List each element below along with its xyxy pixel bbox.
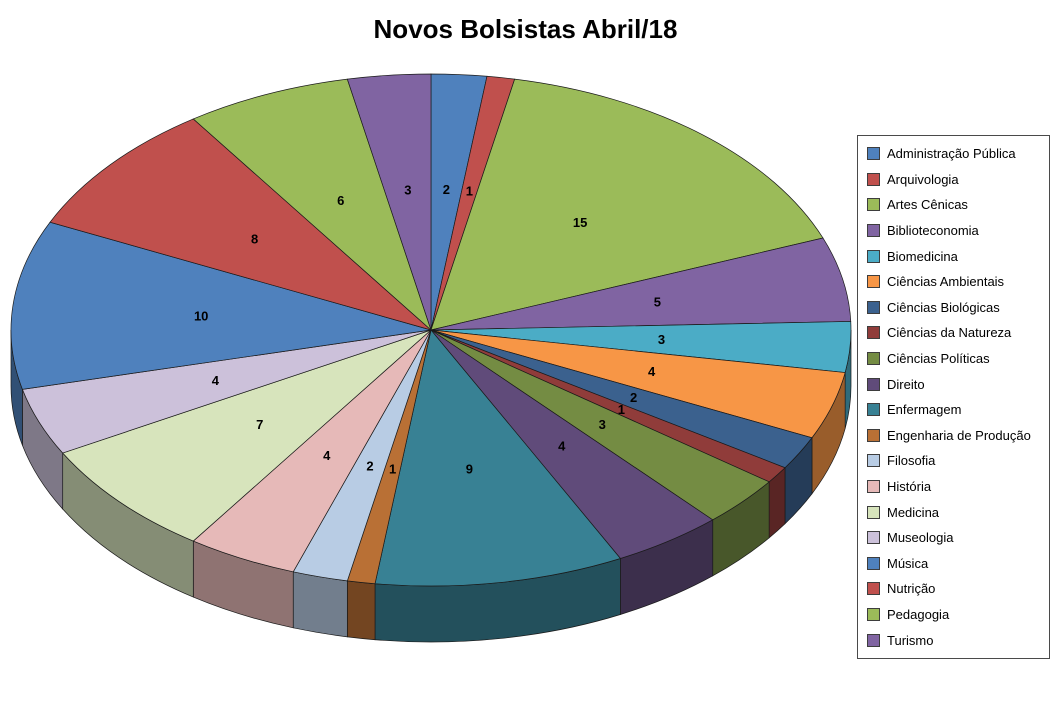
- legend-item: Ciências Ambientais: [867, 269, 1049, 295]
- legend-item: Filosofia: [867, 448, 1049, 474]
- legend-swatch: [867, 377, 880, 391]
- legend-item: Ciências Biológicas: [867, 295, 1049, 321]
- pie-slice: [374, 329, 622, 587]
- slice-value-label: 2: [366, 458, 373, 473]
- legend-swatch: [867, 403, 880, 417]
- legend-swatch: [867, 275, 880, 289]
- chart-title: Novos Bolsistas Abril/18: [373, 14, 678, 44]
- slice-value-label: 6: [337, 193, 344, 208]
- legend-label: Direito: [887, 376, 925, 392]
- legend-swatch: [867, 300, 880, 314]
- legend-item: Direito: [867, 371, 1049, 397]
- legend-label: Ciências Biológicas: [887, 299, 1000, 315]
- legend-item: Biblioteconomia: [867, 218, 1049, 244]
- legend-swatch: [867, 582, 880, 596]
- slice-value-label: 15: [573, 215, 587, 230]
- slice-value-label: 2: [630, 390, 637, 405]
- legend-label: Pedagogia: [887, 606, 950, 622]
- pie-slice: [346, 73, 432, 331]
- legend-swatch: [867, 454, 880, 468]
- legend-label: Nutrição: [887, 581, 936, 597]
- slice-value-label: 1: [466, 184, 473, 199]
- legend-label: Turismo: [887, 632, 934, 648]
- slice-value-label: 1: [618, 402, 625, 417]
- legend-label: Ciências da Natureza: [887, 325, 1012, 341]
- slice-value-label: 4: [648, 364, 656, 379]
- legend: Administração Pública Arquivologia Artes C…: [857, 135, 1050, 659]
- slice-value-label: 3: [658, 332, 665, 347]
- legend-swatch: [867, 480, 880, 494]
- legend-swatch: [867, 326, 880, 340]
- slice-value-label: 4: [558, 439, 566, 454]
- legend-label: Artes Cênicas: [887, 197, 968, 213]
- legend-label: Ciências Políticas: [887, 351, 990, 367]
- legend-item: Música: [867, 551, 1049, 577]
- legend-item: Arquivologia: [867, 167, 1049, 193]
- legend-swatch: [867, 428, 880, 442]
- slice-value-label: 3: [599, 417, 606, 432]
- legend-item: Nutrição: [867, 576, 1049, 602]
- slice-value-label: 10: [194, 308, 208, 323]
- slice-value-label: 8: [251, 232, 258, 247]
- slice-value-label: 9: [466, 461, 473, 476]
- legend-swatch: [867, 505, 880, 519]
- legend-label: Arquivologia: [887, 171, 959, 187]
- legend-swatch: [867, 249, 880, 263]
- legend-label: Filosofia: [887, 453, 936, 469]
- slice-value-label: 2: [443, 182, 450, 197]
- pie-slice: [10, 221, 432, 390]
- legend-label: Ciências Ambientais: [887, 274, 1005, 290]
- legend-item: Engenharia de Produção: [867, 423, 1049, 449]
- legend-label: Música: [887, 555, 929, 571]
- legend-label: Administração Pública: [887, 146, 1016, 162]
- slice-value-label: 5: [654, 295, 661, 310]
- slice-value-label: 4: [323, 448, 331, 463]
- pie-slice-side: [346, 580, 376, 641]
- legend-swatch: [867, 633, 880, 647]
- legend-swatch: [867, 607, 880, 621]
- legend-swatch: [867, 556, 880, 570]
- legend-swatch: [867, 172, 880, 186]
- legend-label: Museologia: [887, 530, 954, 546]
- legend-item: Biomedicina: [867, 243, 1049, 269]
- legend-item: Medicina: [867, 499, 1049, 525]
- legend-label: Medicina: [887, 504, 940, 520]
- pie-slice: [49, 118, 432, 331]
- legend-item: Artes Cênicas: [867, 192, 1049, 218]
- legend-item: História: [867, 474, 1049, 500]
- slice-value-label: 3: [404, 182, 411, 197]
- legend-swatch: [867, 147, 880, 161]
- slice-value-label: 1: [389, 461, 396, 476]
- legend-swatch: [867, 224, 880, 238]
- legend-item: Pedagogia: [867, 602, 1049, 628]
- pie-slice: [62, 329, 432, 542]
- legend-label: História: [887, 479, 932, 495]
- legend-item: Ciências da Natureza: [867, 320, 1049, 346]
- pie-slice: [430, 237, 852, 331]
- legend-item: Administração Pública: [867, 141, 1049, 167]
- legend-item: Museologia: [867, 525, 1049, 551]
- legend-item: Enfermagem: [867, 397, 1049, 423]
- legend-label: Engenharia de Produção: [887, 427, 1031, 443]
- pie-slice: [192, 78, 432, 332]
- legend-swatch: [867, 531, 880, 545]
- slice-value-label: 7: [256, 417, 263, 432]
- slice-value-label: 4: [212, 373, 220, 388]
- legend-item: Turismo: [867, 627, 1049, 653]
- legend-item: Ciências Políticas: [867, 346, 1049, 372]
- legend-swatch: [867, 352, 880, 366]
- pie-slice-side: [292, 571, 348, 638]
- legend-label: Biomedicina: [887, 248, 958, 264]
- legend-label: Enfermagem: [887, 402, 962, 418]
- pie-slice: [430, 78, 824, 331]
- legend-swatch: [867, 198, 880, 212]
- legend-label: Biblioteconomia: [887, 223, 979, 239]
